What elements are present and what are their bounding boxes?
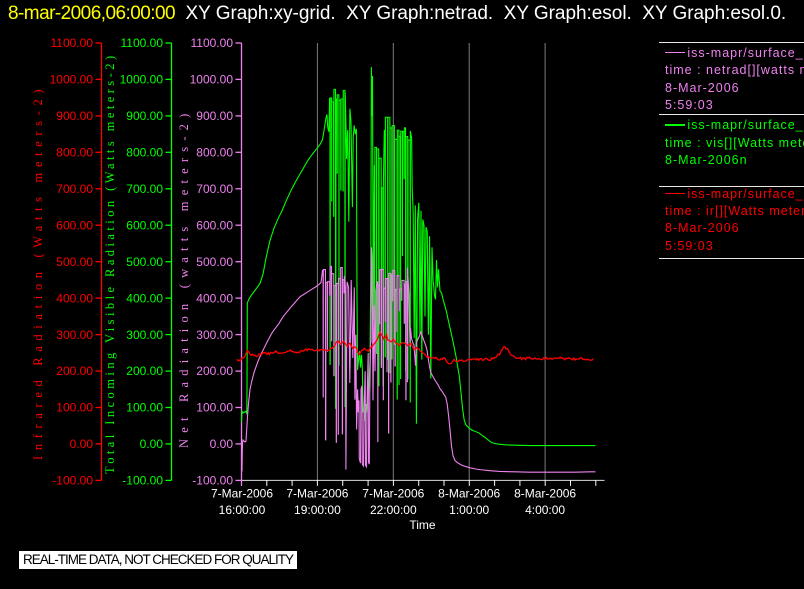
svg-text:500.00: 500.00: [56, 255, 93, 269]
svg-text:16:00:00: 16:00:00: [219, 503, 266, 517]
svg-text:700.00: 700.00: [56, 182, 93, 196]
svg-text:200.00: 200.00: [126, 364, 163, 378]
svg-text:7-Mar-2006: 7-Mar-2006: [286, 487, 348, 501]
svg-text:Time: Time: [409, 518, 436, 532]
svg-text:600.00: 600.00: [56, 218, 93, 232]
svg-text:0.00: 0.00: [210, 437, 234, 451]
svg-text:400.00: 400.00: [196, 291, 233, 305]
svg-text:22:00:00: 22:00:00: [370, 503, 417, 517]
svg-text:100.00: 100.00: [196, 401, 233, 415]
svg-text:400.00: 400.00: [56, 291, 93, 305]
svg-text:700.00: 700.00: [196, 182, 233, 196]
svg-text:0.00: 0.00: [70, 437, 94, 451]
svg-text:1:00:00: 1:00:00: [449, 503, 489, 517]
svg-text:900.00: 900.00: [196, 109, 233, 123]
svg-text:1100.00: 1100.00: [191, 36, 234, 50]
svg-text:-100.00: -100.00: [52, 474, 93, 488]
svg-text:-100.00: -100.00: [122, 474, 163, 488]
svg-text:7-Mar-2006: 7-Mar-2006: [211, 487, 273, 501]
svg-text:100.00: 100.00: [126, 401, 163, 415]
svg-text:19:00:00: 19:00:00: [294, 503, 341, 517]
svg-text:Infrared Radiation (Watts mete: Infrared Radiation (Watts meters-2): [31, 84, 45, 460]
svg-text:-100.00: -100.00: [192, 474, 233, 488]
svg-text:8-Mar-2006: 8-Mar-2006: [438, 487, 500, 501]
svg-text:800.00: 800.00: [196, 146, 233, 160]
svg-text:600.00: 600.00: [196, 218, 233, 232]
svg-text:1000.00: 1000.00: [190, 73, 234, 87]
svg-text:100.00: 100.00: [56, 401, 93, 415]
svg-text:7-Mar-2006: 7-Mar-2006: [362, 487, 424, 501]
svg-text:300.00: 300.00: [196, 328, 233, 342]
svg-text:4:00:00: 4:00:00: [525, 503, 565, 517]
svg-text:800.00: 800.00: [126, 146, 163, 160]
svg-text:200.00: 200.00: [196, 364, 233, 378]
svg-text:0.00: 0.00: [140, 437, 164, 451]
svg-text:500.00: 500.00: [126, 255, 163, 269]
svg-text:900.00: 900.00: [126, 109, 163, 123]
svg-text:300.00: 300.00: [126, 328, 163, 342]
svg-text:400.00: 400.00: [126, 291, 163, 305]
svg-text:8-Mar-2006: 8-Mar-2006: [514, 487, 576, 501]
svg-text:900.00: 900.00: [56, 109, 93, 123]
svg-text:Total Incoming Visible Radiati: Total Incoming Visible Radiation (Watts …: [103, 52, 117, 474]
svg-text:1100.00: 1100.00: [121, 36, 164, 50]
svg-text:800.00: 800.00: [56, 146, 93, 160]
svg-text:200.00: 200.00: [56, 364, 93, 378]
svg-text:600.00: 600.00: [126, 218, 163, 232]
svg-text:1000.00: 1000.00: [50, 73, 94, 87]
svg-text:1000.00: 1000.00: [120, 73, 164, 87]
svg-text:1100.00: 1100.00: [51, 36, 94, 50]
svg-text:300.00: 300.00: [56, 328, 93, 342]
svg-text:500.00: 500.00: [196, 255, 233, 269]
svg-text:700.00: 700.00: [126, 182, 163, 196]
svg-text:Net Radiation (watts meters-2): Net Radiation (watts meters-2): [177, 108, 191, 448]
